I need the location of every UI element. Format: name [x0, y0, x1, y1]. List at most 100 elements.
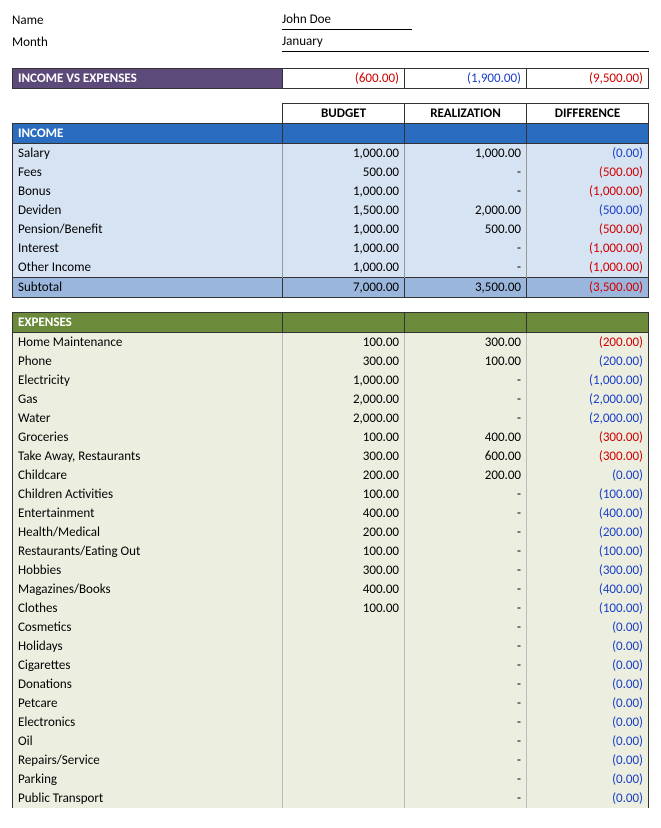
income-row: Interest1,000.00-(1,000.00)	[13, 239, 649, 258]
income-row: Bonus1,000.00-(1,000.00)	[13, 182, 649, 201]
expense-row-real[interactable]: -	[405, 751, 527, 770]
income-row-budget[interactable]: 1,000.00	[283, 258, 405, 278]
expense-row-real[interactable]: 400.00	[405, 428, 527, 447]
expense-row: Phone300.00100.00(200.00)	[13, 352, 649, 371]
expense-row-label: Repairs/Service	[13, 751, 283, 770]
expense-row-diff: (1,000.00)	[527, 371, 649, 390]
income-row-label: Fees	[13, 163, 283, 182]
expense-row-real[interactable]: -	[405, 675, 527, 694]
subtotal-diff-val: (3,500.00)	[589, 280, 643, 295]
income-row-real[interactable]: 500.00	[405, 220, 527, 239]
income-row-real[interactable]: -	[405, 239, 527, 258]
expense-row-label: Holidays	[13, 637, 283, 656]
expense-row-real[interactable]: -	[405, 713, 527, 732]
expense-row-label: Oil	[13, 732, 283, 751]
income-row-label: Salary	[13, 144, 283, 164]
expense-row-budget[interactable]: 400.00	[283, 580, 405, 599]
expense-row: Repairs/Service -(0.00)	[13, 751, 649, 770]
expense-row-real[interactable]: -	[405, 561, 527, 580]
expense-row-budget[interactable]	[283, 675, 405, 694]
expense-row-real[interactable]: 600.00	[405, 447, 527, 466]
expense-row-budget[interactable]: 100.00	[283, 333, 405, 353]
expense-row-budget[interactable]: 400.00	[283, 504, 405, 523]
expense-row-budget[interactable]	[283, 618, 405, 637]
expense-row-budget[interactable]: 300.00	[283, 561, 405, 580]
month-value[interactable]: January	[282, 32, 412, 52]
expense-row-diff: (200.00)	[527, 333, 649, 353]
income-row-real[interactable]: -	[405, 182, 527, 201]
expense-row-real[interactable]: -	[405, 732, 527, 751]
expense-row-real[interactable]: -	[405, 580, 527, 599]
expense-row: Parking-(0.00)	[13, 770, 649, 789]
expense-row: Electronics-(0.00)	[13, 713, 649, 732]
income-row-real[interactable]: -	[405, 258, 527, 278]
expense-row-real[interactable]: 200.00	[405, 466, 527, 485]
expense-row-diff: (0.00)	[527, 618, 649, 637]
expense-row-real[interactable]: -	[405, 694, 527, 713]
expense-row-real[interactable]: -	[405, 789, 527, 808]
income-row-budget[interactable]: 500.00	[283, 163, 405, 182]
expense-row-real[interactable]: -	[405, 504, 527, 523]
expense-row-real[interactable]: -	[405, 599, 527, 618]
expense-row-budget[interactable]: 2,000.00	[283, 390, 405, 409]
expense-row-real[interactable]: -	[405, 618, 527, 637]
income-row-budget[interactable]: 1,500.00	[283, 201, 405, 220]
income-row-diff: (1,000.00)	[527, 239, 649, 258]
expense-row-real[interactable]: -	[405, 523, 527, 542]
subtotal-diff: (3,500.00)	[527, 278, 649, 298]
expense-row-budget[interactable]	[283, 732, 405, 751]
expense-row-budget[interactable]	[283, 789, 405, 808]
expense-row-real[interactable]: -	[405, 390, 527, 409]
expense-row: Magazines/Books400.00-(400.00)	[13, 580, 649, 599]
expense-row-budget[interactable]: 1,000.00	[283, 371, 405, 390]
expense-row-budget[interactable]: 300.00	[283, 447, 405, 466]
income-row-budget[interactable]: 1,000.00	[283, 239, 405, 258]
expense-row-real[interactable]: -	[405, 542, 527, 561]
expense-row-label: Cigarettes	[13, 656, 283, 675]
expense-row-budget[interactable]: 100.00	[283, 542, 405, 561]
expense-row-budget[interactable]: 100.00	[283, 485, 405, 504]
income-row-diff: (500.00)	[527, 220, 649, 239]
name-value[interactable]: John Doe	[282, 10, 412, 30]
expense-row-diff: (0.00)	[527, 694, 649, 713]
expense-row-budget[interactable]	[283, 713, 405, 732]
expense-row: Electricity1,000.00-(1,000.00)	[13, 371, 649, 390]
expense-row-real[interactable]: -	[405, 770, 527, 789]
expense-row-budget[interactable]: 300.00	[283, 352, 405, 371]
expense-row-diff: (0.00)	[527, 713, 649, 732]
income-row-real[interactable]: 2,000.00	[405, 201, 527, 220]
expense-row-budget[interactable]: 100.00	[283, 599, 405, 618]
expense-row-budget[interactable]: 200.00	[283, 466, 405, 485]
expense-row: Take Away, Restaurants300.00600.00(300.0…	[13, 447, 649, 466]
income-row-budget[interactable]: 1,000.00	[283, 182, 405, 201]
expense-row-label: Health/Medical	[13, 523, 283, 542]
expense-row-budget[interactable]	[283, 770, 405, 789]
expense-row-real[interactable]: -	[405, 656, 527, 675]
expense-row-real[interactable]: 100.00	[405, 352, 527, 371]
expense-row-budget[interactable]: 200.00	[283, 523, 405, 542]
summary-difference-val: (9,500.00)	[589, 71, 643, 86]
expense-row-budget[interactable]	[283, 751, 405, 770]
income-row-label: Deviden	[13, 201, 283, 220]
expense-row-budget[interactable]	[283, 694, 405, 713]
expense-row-real[interactable]: -	[405, 409, 527, 428]
expense-row-label: Children Activities	[13, 485, 283, 504]
expense-row: Cigarettes-(0.00)	[13, 656, 649, 675]
expense-row-real[interactable]: -	[405, 371, 527, 390]
expense-row-real[interactable]: -	[405, 637, 527, 656]
income-row-real[interactable]: 1,000.00	[405, 144, 527, 164]
income-row-real[interactable]: -	[405, 163, 527, 182]
expense-row-budget[interactable]: 2,000.00	[283, 409, 405, 428]
expense-row-real[interactable]: -	[405, 485, 527, 504]
expense-row-budget[interactable]	[283, 656, 405, 675]
income-row-budget[interactable]: 1,000.00	[283, 144, 405, 164]
expense-row-diff: (0.00)	[527, 751, 649, 770]
income-row-budget[interactable]: 1,000.00	[283, 220, 405, 239]
expense-row-real[interactable]: 300.00	[405, 333, 527, 353]
expense-row-label: Take Away, Restaurants	[13, 447, 283, 466]
expense-row-budget[interactable]	[283, 637, 405, 656]
expense-row-budget[interactable]: 100.00	[283, 428, 405, 447]
subtotal-label: Subtotal	[13, 278, 283, 298]
expense-row-diff: (100.00)	[527, 485, 649, 504]
income-row-label: Interest	[13, 239, 283, 258]
